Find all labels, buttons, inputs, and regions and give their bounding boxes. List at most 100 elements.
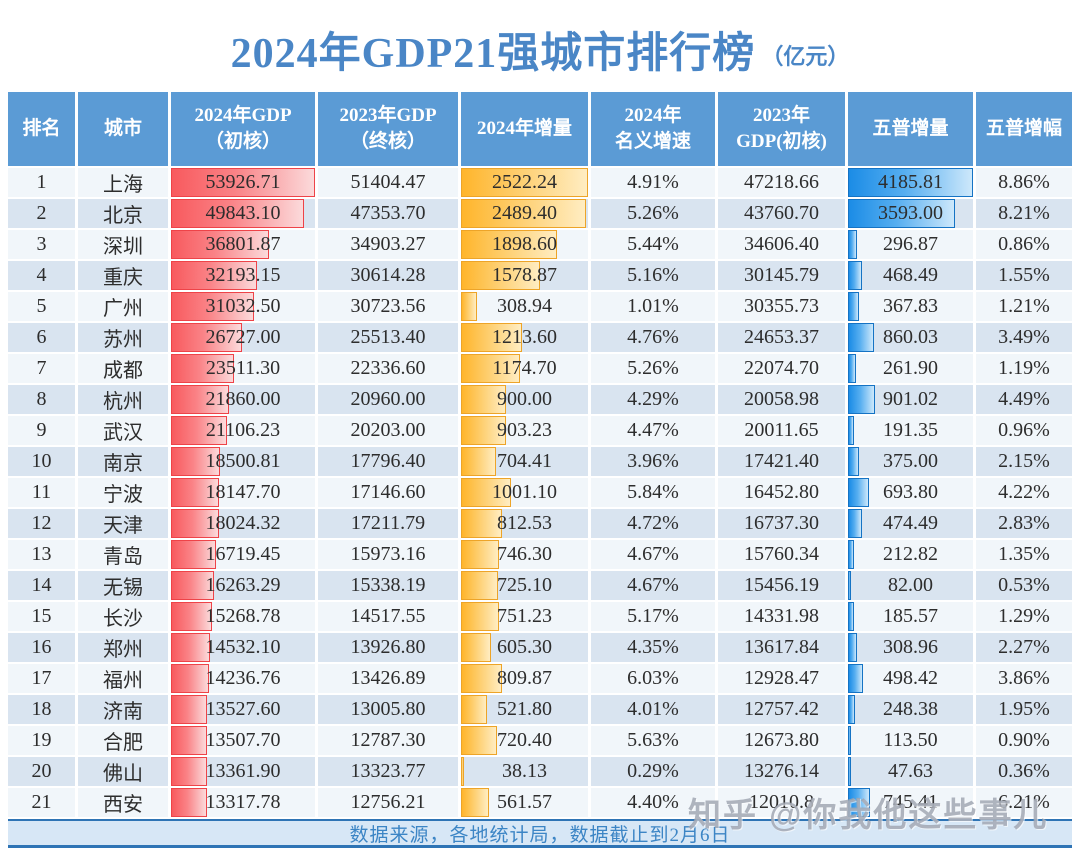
gdp2023_final-value: 14517.55 bbox=[350, 605, 426, 627]
inc2024-value: 725.10 bbox=[497, 574, 552, 596]
orange-data-bar bbox=[461, 478, 512, 507]
orange-data-bar bbox=[461, 323, 523, 352]
city-cell: 武汉 bbox=[78, 416, 168, 445]
gdp2023_final-cell: 20203.00 bbox=[318, 416, 458, 445]
red-data-bar bbox=[171, 416, 228, 445]
rank-cell: 14 bbox=[8, 571, 75, 600]
gdp2024-cell: 14236.76 bbox=[171, 664, 315, 693]
gdp2024-cell: 13527.60 bbox=[171, 695, 315, 724]
gdp2024-value: 18024.32 bbox=[205, 512, 281, 534]
city-cell: 成都 bbox=[78, 354, 168, 383]
red-data-bar bbox=[171, 788, 207, 817]
wupu_inc-cell: 212.82 bbox=[848, 540, 973, 569]
wupu_inc-value: 82.00 bbox=[888, 574, 933, 596]
wupu_growth-cell: 0.86% bbox=[976, 230, 1072, 259]
city-cell: 苏州 bbox=[78, 323, 168, 352]
orange-data-bar bbox=[461, 571, 498, 600]
gdp2023_final-value: 34903.27 bbox=[350, 233, 426, 255]
inc2024-cell: 1001.10 bbox=[461, 478, 588, 507]
red-data-bar bbox=[171, 664, 210, 693]
gdp2024-cell: 13507.70 bbox=[171, 726, 315, 755]
wupu_growth-cell: 1.35% bbox=[976, 540, 1072, 569]
watermark: 知乎 @你我他这些事儿 bbox=[688, 796, 1049, 833]
wupu_growth-value: 1.21% bbox=[998, 295, 1050, 317]
growth2024-cell: 4.40% bbox=[591, 788, 715, 817]
wupu_inc-cell: 82.00 bbox=[848, 571, 973, 600]
growth2024-value: 4.67% bbox=[627, 574, 679, 596]
growth2024-cell: 4.67% bbox=[591, 540, 715, 569]
column-header-gdp2023_final: 2023年GDP （终核） bbox=[318, 92, 458, 166]
inc2024-cell: 746.30 bbox=[461, 540, 588, 569]
title-text: 2024年GDP21强城市排行榜 bbox=[230, 30, 756, 77]
growth2024-cell: 5.84% bbox=[591, 478, 715, 507]
wupu_inc-value: 113.50 bbox=[883, 729, 938, 751]
orange-data-bar bbox=[461, 633, 492, 662]
growth2024-value: 4.01% bbox=[627, 698, 679, 720]
red-data-bar bbox=[171, 230, 270, 259]
growth2024-cell: 6.03% bbox=[591, 664, 715, 693]
wupu_inc-value: 185.57 bbox=[883, 605, 938, 627]
gdp2024-cell: 53926.71 bbox=[171, 168, 315, 197]
growth2024-value: 6.03% bbox=[627, 667, 679, 689]
wupu_growth-cell: 1.19% bbox=[976, 354, 1072, 383]
wupu_inc-value: 47.63 bbox=[888, 760, 933, 782]
inc2024-cell: 561.57 bbox=[461, 788, 588, 817]
inc2024-value: 1174.70 bbox=[492, 357, 557, 379]
rank-cell: 1 bbox=[8, 168, 75, 197]
wupu_growth-value: 1.29% bbox=[998, 605, 1050, 627]
gdp2023_final-value: 12756.21 bbox=[350, 791, 426, 813]
gdp2023_final-value: 20960.00 bbox=[350, 388, 426, 410]
gdp2023_final-value: 13005.80 bbox=[350, 698, 426, 720]
city-cell: 南京 bbox=[78, 447, 168, 476]
wupu_growth-cell: 0.90% bbox=[976, 726, 1072, 755]
gdp2024-value: 21106.23 bbox=[205, 419, 281, 441]
inc2024-value: 38.13 bbox=[502, 760, 547, 782]
wupu_inc-cell: 498.42 bbox=[848, 664, 973, 693]
column-header-city: 城市 bbox=[78, 92, 168, 166]
wupu_growth-cell: 0.53% bbox=[976, 571, 1072, 600]
rank-cell: 16 bbox=[8, 633, 75, 662]
rank-value: 7 bbox=[36, 357, 47, 379]
gdp2023_final-cell: 34903.27 bbox=[318, 230, 458, 259]
growth2024-value: 5.26% bbox=[627, 202, 679, 224]
gdp2023_init-value: 30145.79 bbox=[744, 264, 819, 286]
gdp2023_init-value: 12928.47 bbox=[744, 667, 819, 689]
blue-data-bar bbox=[848, 261, 862, 290]
city-value: 西安 bbox=[103, 794, 143, 816]
wupu_inc-cell: 296.87 bbox=[848, 230, 973, 259]
wupu_inc-value: 3593.00 bbox=[878, 202, 943, 224]
growth2024-cell: 4.72% bbox=[591, 509, 715, 538]
blue-data-bar bbox=[848, 230, 857, 259]
city-value: 宁波 bbox=[103, 484, 143, 506]
gdp2023_init-value: 22074.70 bbox=[744, 357, 819, 379]
inc2024-cell: 38.13 bbox=[461, 757, 588, 786]
wupu_inc-cell: 47.63 bbox=[848, 757, 973, 786]
inc2024-value: 900.00 bbox=[497, 388, 552, 410]
gdp2023_init-cell: 43760.70 bbox=[718, 199, 845, 228]
gdp2024-cell: 16263.29 bbox=[171, 571, 315, 600]
gdp2024-value: 32193.15 bbox=[205, 264, 281, 286]
growth2024-value: 5.16% bbox=[627, 264, 679, 286]
city-value: 上海 bbox=[103, 174, 143, 196]
wupu_inc-value: 860.03 bbox=[883, 326, 938, 348]
wupu_growth-value: 6.21% bbox=[998, 791, 1050, 813]
rank-value: 11 bbox=[31, 481, 52, 503]
city-value: 郑州 bbox=[103, 639, 143, 661]
column-header-growth2024: 2024年 名义增速 bbox=[591, 92, 715, 166]
city-value: 济南 bbox=[103, 701, 143, 723]
gdp2023_init-value: 43760.70 bbox=[744, 202, 819, 224]
gdp2023_final-cell: 15973.16 bbox=[318, 540, 458, 569]
gdp2023_init-cell: 13276.14 bbox=[718, 757, 845, 786]
wupu_inc-cell: 474.49 bbox=[848, 509, 973, 538]
rank-cell: 15 bbox=[8, 602, 75, 631]
wupu_growth-cell: 2.83% bbox=[976, 509, 1072, 538]
wupu_growth-value: 8.21% bbox=[998, 202, 1050, 224]
wupu_inc-cell: 113.50 bbox=[848, 726, 973, 755]
column-header-gdp2024: 2024年GDP （初核） bbox=[171, 92, 315, 166]
rank-value: 12 bbox=[31, 512, 52, 534]
gdp2023_final-cell: 13005.80 bbox=[318, 695, 458, 724]
wupu_growth-value: 0.53% bbox=[998, 574, 1050, 596]
blue-data-bar bbox=[848, 540, 855, 569]
wupu_inc-cell: 4185.81 bbox=[848, 168, 973, 197]
inc2024-value: 903.23 bbox=[497, 419, 552, 441]
